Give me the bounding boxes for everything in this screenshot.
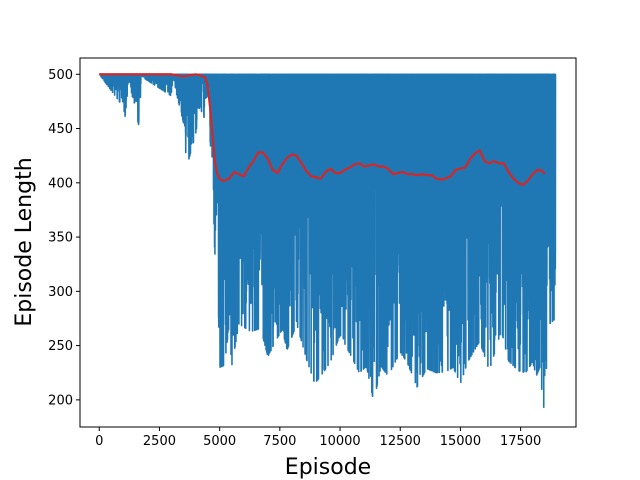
plot-area [98,73,557,409]
x-tick-label: 7500 [263,434,296,449]
x-tick-label: 17500 [500,434,541,449]
x-tick-label: 15000 [440,434,481,449]
x-axis-title: Episode [285,455,371,480]
y-tick-label: 250 [48,339,73,354]
y-tick-label: 400 [48,176,73,191]
raw-episode-length-line [98,73,557,409]
x-tick-label: 0 [95,434,103,449]
plot-frame [79,57,577,428]
x-tick-label: 12500 [380,434,421,449]
raw-series [98,73,557,409]
x-tick-label: 10000 [319,434,360,449]
x-tick-label: 2500 [143,434,176,449]
moving-average-series [99,73,546,187]
moving-average-line [99,73,546,187]
x-axis: 0 2500 5000 7500 10000 12500 15000 17500 [95,427,541,449]
y-tick-label: 450 [48,122,73,137]
x-tick-label: 5000 [203,434,236,449]
y-tick-label: 350 [48,231,73,246]
y-tick-label: 200 [48,393,73,408]
y-axis-title: Episode Length [12,157,37,326]
y-tick-label: 500 [48,68,73,83]
y-axis: 200 250 300 350 400 450 500 [48,68,80,408]
y-tick-label: 300 [48,285,73,300]
